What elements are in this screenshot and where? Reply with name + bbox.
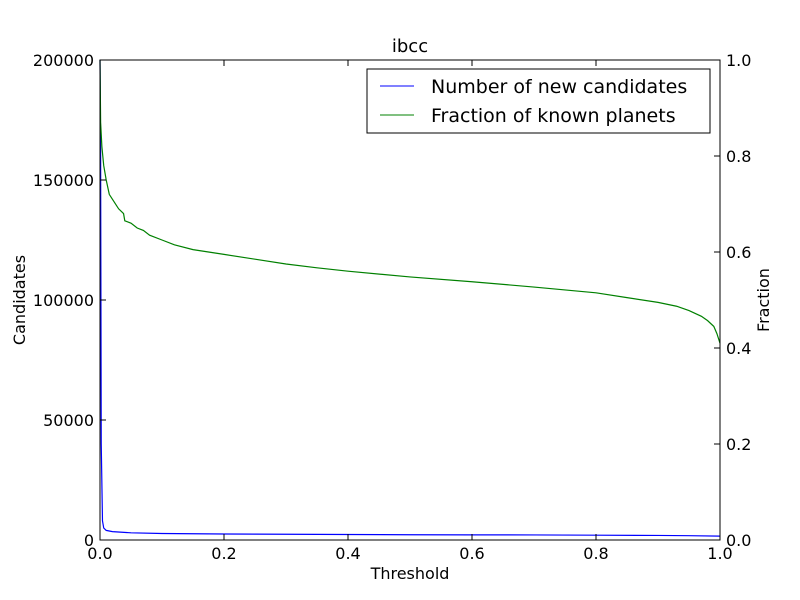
y-right-tick-label: 0.6: [726, 243, 751, 262]
y-left-tick-label: 200000: [33, 51, 94, 70]
y-left-axis-label: Candidates: [10, 255, 29, 345]
y-right-tick-label: 0.0: [726, 531, 751, 550]
y-left-tick-label: 50000: [43, 411, 94, 430]
x-tick-label: 0.6: [459, 544, 484, 563]
x-tick-label: 0.8: [583, 544, 608, 563]
legend-label-new-candidates: Number of new candidates: [431, 76, 687, 98]
x-tick-label: 1.0: [707, 544, 732, 563]
x-axis-label: Threshold: [370, 564, 450, 583]
y-right-tick-label: 0.8: [726, 147, 751, 166]
y-right-tick-label: 1.0: [726, 51, 751, 70]
y-right-tick-label: 0.2: [726, 435, 751, 454]
y-right-axis-label: Fraction: [754, 268, 773, 332]
x-tick-label: 0.2: [211, 544, 236, 563]
axis-ticks: 0.0 0.2 0.4 0.6 0.8 1.0 0 50000 100000 150000 2000…: [33, 51, 752, 563]
y-left-tick-label: 100000: [33, 291, 94, 310]
x-tick-label: 0.0: [87, 544, 112, 563]
x-tick-label: 0.4: [335, 544, 360, 563]
chart-title: ibcc: [392, 36, 428, 57]
y-left-tick-label: 150000: [33, 171, 94, 190]
legend-box: [366, 68, 711, 134]
y-right-tick-label: 0.4: [726, 339, 751, 358]
y-left-tick-label: 0: [84, 531, 94, 550]
series-line-known-planets: [99, 59, 721, 344]
legend-label-known-planets: Fraction of known planets: [431, 105, 676, 127]
plot-frame: [99, 59, 721, 541]
legend: Number of new candidates Fraction of kno…: [366, 68, 711, 134]
